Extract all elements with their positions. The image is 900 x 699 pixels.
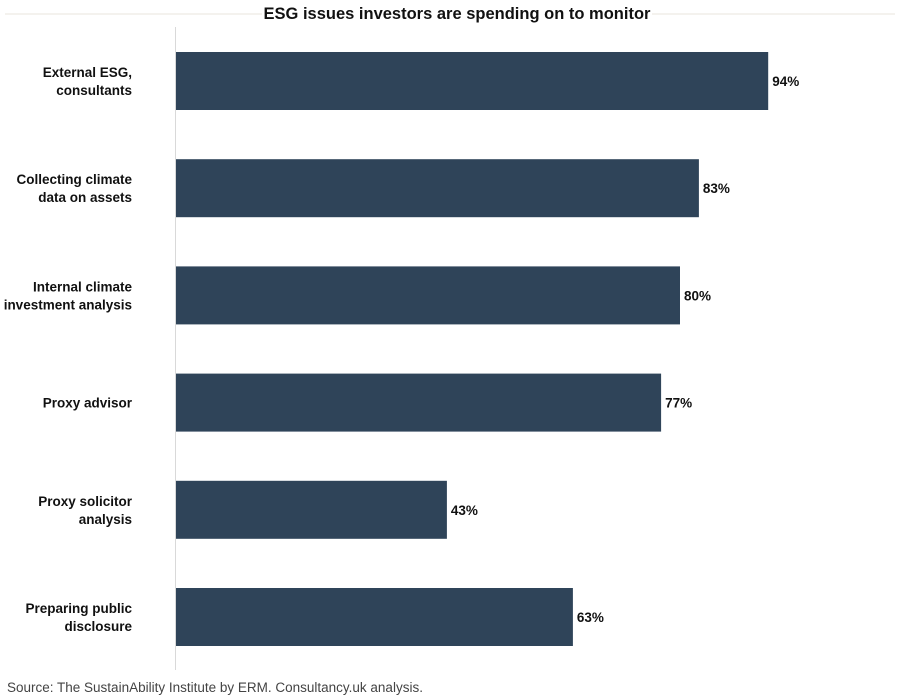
data-label: 63%	[577, 610, 604, 625]
chart-title: ESG issues investors are spending on to …	[264, 5, 651, 23]
category-label: Collecting climate data on assets	[16, 172, 132, 205]
data-label: 43%	[451, 503, 478, 518]
bar	[176, 373, 662, 432]
source-note: Source: The SustainAbility Institute by …	[7, 680, 423, 695]
data-label: 77%	[665, 396, 692, 411]
bar	[176, 266, 680, 325]
category-label: Internal climate investment analysis	[4, 279, 133, 312]
category-label: Preparing public disclosure	[25, 601, 132, 634]
data-label: 94%	[772, 74, 799, 89]
bar	[176, 159, 699, 218]
data-label: 83%	[703, 181, 730, 196]
bar	[176, 588, 573, 646]
category-label: Proxy solicitor analysis	[38, 494, 133, 527]
category-label: Proxy advisor	[43, 396, 133, 411]
data-label: 80%	[684, 288, 711, 303]
bar	[176, 480, 447, 539]
bar	[176, 52, 769, 110]
category-label: External ESG, consultants	[43, 65, 132, 98]
